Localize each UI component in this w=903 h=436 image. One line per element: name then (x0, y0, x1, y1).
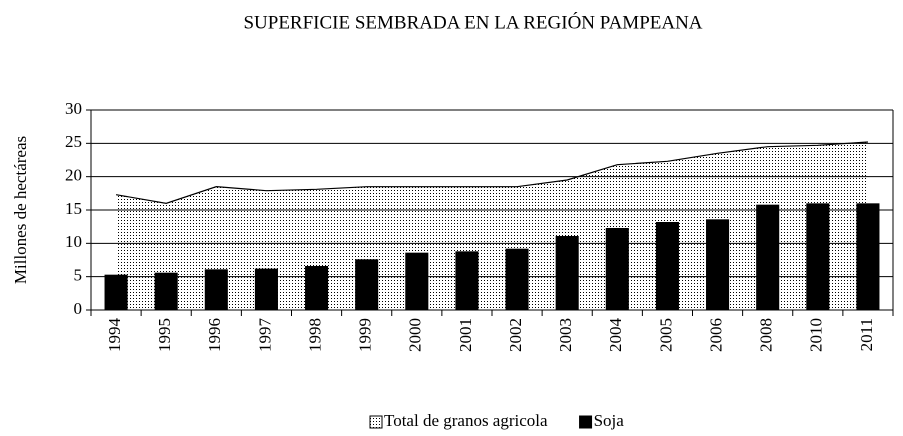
x-tick-label: 2011 (857, 318, 876, 351)
bar (305, 266, 329, 310)
chart-title: SUPERFICIE SEMBRADA EN LA REGIÓN PAMPEAN… (243, 11, 702, 33)
x-tick-label: 2008 (757, 318, 776, 352)
bar (555, 236, 579, 310)
area-line (115, 141, 868, 204)
bar (455, 251, 479, 310)
bar (806, 203, 830, 310)
y-tick-label: 25 (65, 132, 82, 151)
legend-label: Soja (594, 411, 625, 430)
x-tick-label: 2003 (556, 318, 575, 352)
bar (505, 248, 529, 310)
y-tick-label: 30 (65, 99, 82, 118)
bar (856, 203, 880, 310)
x-tick-label: 2001 (456, 318, 475, 352)
x-tick-label: 2006 (706, 318, 725, 352)
y-tick-label: 20 (65, 166, 82, 185)
legend-swatch (579, 415, 593, 429)
bar (706, 219, 730, 310)
x-tick-label: 1994 (105, 318, 124, 353)
x-tick-label: 1995 (155, 318, 174, 352)
bar (605, 228, 629, 310)
bar (104, 274, 128, 310)
y-tick-label: 0 (74, 299, 83, 318)
bar (655, 222, 679, 310)
legend-label: Total de granos agricola (384, 411, 548, 430)
area (116, 142, 868, 310)
x-tick-label: 2004 (606, 318, 625, 353)
bar (204, 269, 228, 310)
bar (254, 268, 278, 310)
x-tick-label: 2002 (506, 318, 525, 352)
x-tick-label: 1998 (305, 318, 324, 352)
x-tick-label: 1999 (356, 318, 375, 352)
bar (355, 259, 379, 310)
x-tick-label: 2010 (807, 318, 826, 352)
x-tick-label: 1997 (255, 318, 274, 353)
x-tick-label: 2000 (406, 318, 425, 352)
x-tick-label: 1996 (205, 318, 224, 352)
legend-swatch (369, 415, 383, 429)
bar (154, 272, 178, 310)
y-tick-label: 15 (65, 199, 82, 218)
y-axis-label: Millones de hectáreas (11, 136, 30, 284)
bar (405, 252, 429, 310)
bar (756, 204, 780, 310)
y-tick-label: 5 (74, 266, 83, 285)
y-tick-label: 10 (65, 232, 82, 251)
x-tick-label: 2005 (656, 318, 675, 352)
